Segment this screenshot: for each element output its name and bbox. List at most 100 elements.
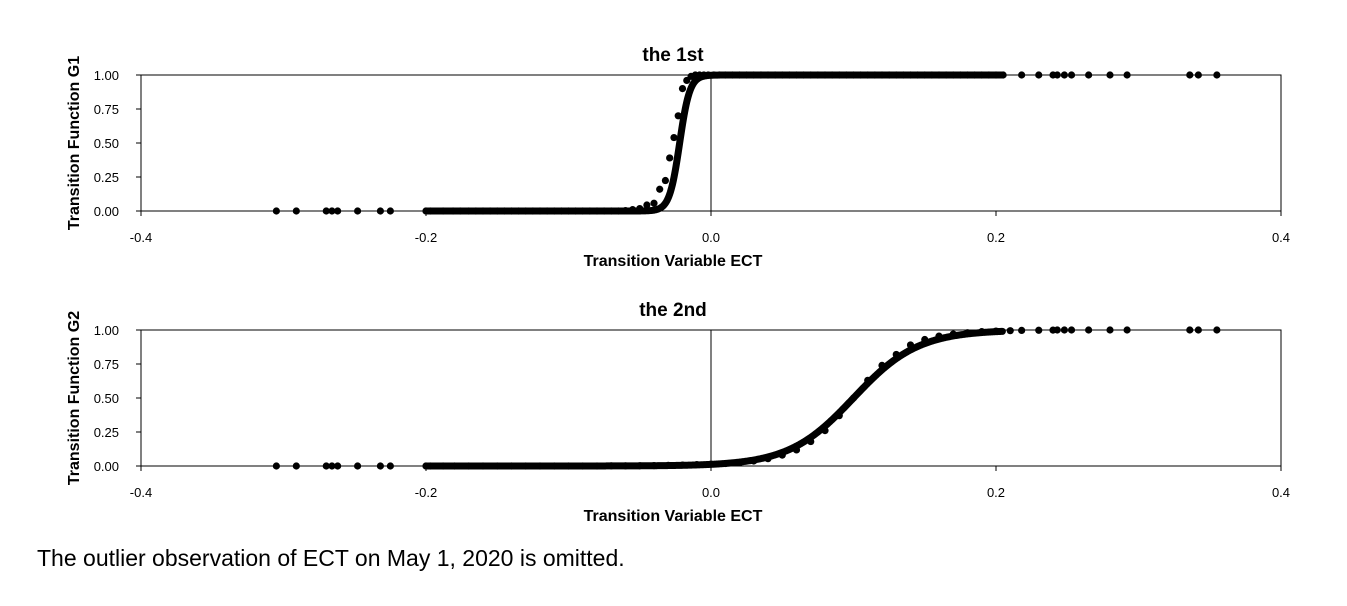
chart-title: the 1st xyxy=(642,45,704,66)
chart-title: the 2nd xyxy=(639,300,707,321)
data-point xyxy=(849,394,858,402)
data-point xyxy=(678,85,687,93)
data-point xyxy=(771,71,779,79)
data-point xyxy=(828,71,836,79)
x-tick-label: -0.4 xyxy=(130,485,152,500)
data-point xyxy=(914,71,922,79)
data-point xyxy=(707,460,715,468)
data-point xyxy=(949,71,957,79)
data-point xyxy=(871,71,879,79)
y-tick-label: 0.25 xyxy=(94,170,119,185)
data-point xyxy=(493,462,501,470)
data-point xyxy=(607,207,615,215)
data-point xyxy=(386,462,394,470)
data-point xyxy=(1035,326,1043,334)
data-point xyxy=(757,71,765,79)
data-point xyxy=(906,71,915,79)
data-point xyxy=(670,133,678,142)
data-point xyxy=(792,446,801,454)
y-axis-label: Transition Function G2 xyxy=(66,311,83,485)
data-point xyxy=(942,71,950,79)
x-tick-label: 0.2 xyxy=(987,485,1005,500)
data-point xyxy=(439,462,447,470)
data-point xyxy=(328,462,336,470)
data-point xyxy=(515,207,523,215)
data-point xyxy=(593,462,601,470)
data-point xyxy=(543,207,551,215)
data-point xyxy=(971,71,979,79)
x-tick-label: 0.0 xyxy=(702,230,720,245)
data-point xyxy=(764,71,772,79)
data-point xyxy=(661,176,670,185)
data-point xyxy=(1067,326,1076,334)
data-point xyxy=(322,207,330,215)
data-point xyxy=(978,328,986,336)
data-point xyxy=(272,462,280,470)
data-point xyxy=(878,361,886,369)
data-point xyxy=(1053,71,1061,79)
data-point xyxy=(426,207,434,215)
x-axis-label: Transition Variable ECT xyxy=(584,253,763,270)
data-point xyxy=(949,330,957,338)
data-point xyxy=(1018,71,1026,79)
data-point xyxy=(735,71,744,79)
data-point xyxy=(536,207,544,215)
data-point xyxy=(778,451,786,459)
data-point xyxy=(1106,326,1114,334)
data-point xyxy=(600,207,608,215)
y-tick-label: 0.50 xyxy=(94,136,119,151)
data-point xyxy=(450,462,459,470)
data-point xyxy=(550,207,558,215)
data-point xyxy=(1085,326,1093,334)
data-point xyxy=(721,71,729,79)
data-point xyxy=(704,71,712,79)
data-point xyxy=(354,462,362,470)
data-point xyxy=(956,71,964,79)
data-point xyxy=(507,462,516,470)
chart-panel-2: the 2nd 1.00 0.75 0.50 0.25 0.00 -0.4 -0… xyxy=(66,300,1290,525)
data-point xyxy=(1053,326,1061,334)
data-point xyxy=(1213,71,1221,79)
x-tick-label: 0.0 xyxy=(702,485,720,500)
data-point xyxy=(386,207,394,215)
data-point xyxy=(472,207,480,215)
data-point xyxy=(814,71,822,79)
data-point xyxy=(449,207,457,215)
data-point xyxy=(857,71,865,79)
data-point xyxy=(928,71,936,79)
data-point xyxy=(322,462,330,470)
data-point xyxy=(792,71,801,79)
data-point xyxy=(629,206,637,214)
data-point xyxy=(778,71,786,79)
y-axis-label: Transition Function G1 xyxy=(66,56,83,230)
data-point xyxy=(1085,71,1093,79)
tick-layer: 1.00 0.75 0.50 0.25 0.00 -0.4 -0.2 0.0 0… xyxy=(94,68,1290,245)
y-tick-label: 0.75 xyxy=(94,102,119,117)
data-point xyxy=(579,207,587,215)
data-point xyxy=(999,71,1007,79)
data-point xyxy=(693,461,701,469)
data-point xyxy=(465,207,473,215)
data-point xyxy=(800,71,808,79)
data-point xyxy=(292,462,300,470)
data-point xyxy=(479,462,487,470)
y-tick-label: 1.00 xyxy=(94,68,119,83)
data-point xyxy=(643,201,651,209)
data-point xyxy=(376,207,384,215)
y-tick-label: 0.75 xyxy=(94,357,119,372)
data-point xyxy=(607,462,615,470)
data-point xyxy=(963,329,972,337)
data-point xyxy=(507,207,516,215)
x-tick-label: -0.4 xyxy=(130,230,152,245)
data-point xyxy=(1194,326,1202,334)
data-point xyxy=(522,207,530,215)
x-axis-label: Transition Variable ECT xyxy=(584,508,763,525)
data-points xyxy=(272,71,1221,215)
x-tick-label: -0.2 xyxy=(415,485,437,500)
data-point xyxy=(529,207,537,215)
data-point xyxy=(614,207,622,215)
data-point xyxy=(978,71,986,79)
data-point xyxy=(593,207,601,215)
data-point xyxy=(715,71,724,79)
figure-canvas: the 1st 1.00 0.75 0.50 0.25 0.00 -0.4 -0… xyxy=(66,45,1290,525)
